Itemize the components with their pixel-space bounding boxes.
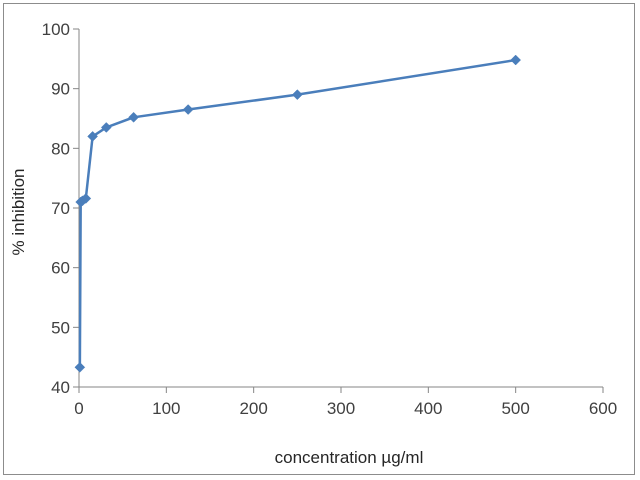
chart-frame [3, 3, 635, 475]
x-tick-label: 200 [239, 399, 267, 418]
y-axis: 40 50 60 70 80 90 100 [42, 20, 80, 397]
data-point-marker [80, 193, 92, 204]
y-tick-label: 70 [51, 199, 70, 218]
x-tick-label: 0 [74, 399, 83, 418]
x-tick-label: 400 [414, 399, 442, 418]
x-tick-label: 600 [589, 399, 617, 418]
x-tick-label: 100 [152, 399, 180, 418]
data-point-marker [128, 111, 139, 123]
series-group [74, 54, 522, 373]
data-point-marker [74, 361, 86, 373]
series-line [78, 58, 517, 369]
data-point-marker [182, 104, 194, 115]
y-tick-label: 40 [51, 378, 70, 397]
y-axis-title: % inhibition [9, 169, 28, 256]
y-tick-label: 50 [51, 318, 70, 337]
y-tick-label: 90 [51, 80, 70, 99]
data-point-marker [510, 54, 522, 66]
y-tick-label: 80 [51, 139, 70, 158]
data-point-marker [87, 131, 98, 142]
x-tick-label: 300 [327, 399, 355, 418]
data-point-marker [291, 89, 303, 100]
x-axis-title: concentration µg/ml [275, 448, 424, 467]
x-tick-label: 500 [501, 399, 529, 418]
data-point-marker [100, 122, 112, 133]
x-axis: 0 100 200 300 400 500 600 [74, 386, 617, 418]
y-tick-label: 100 [42, 20, 70, 39]
y-tick-label: 60 [51, 259, 70, 278]
